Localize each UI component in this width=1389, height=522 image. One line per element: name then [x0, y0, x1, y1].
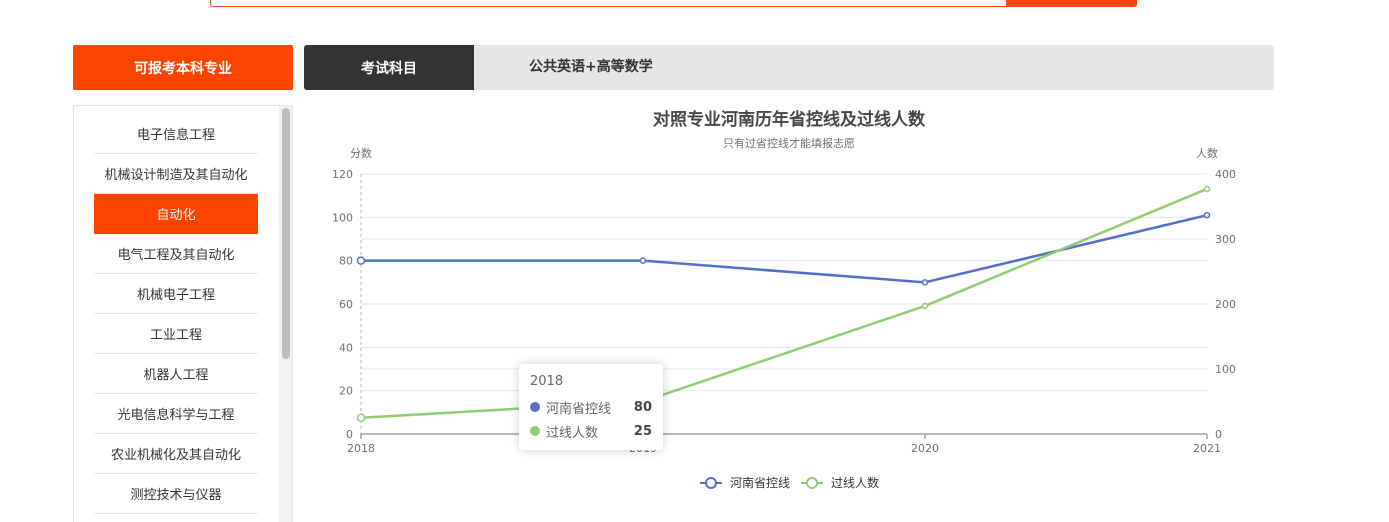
sidebar-scroll-thumb[interactable] [282, 108, 290, 359]
tab-exam-subject[interactable]: 考试科目 [304, 45, 474, 90]
y-left-tick-label: 80 [339, 255, 353, 268]
exam-subject-value: 公共英语+高等数学 [529, 59, 653, 75]
x-tick-label: 2020 [911, 442, 939, 455]
tooltip-series-name: 河南省控线 [546, 401, 612, 417]
sidebar-item[interactable]: 电子信息工程 [94, 114, 258, 154]
tooltip-series-value: 80 [633, 399, 652, 415]
y-right-tick-label: 200 [1215, 298, 1236, 311]
x-tick-label: 2021 [1193, 442, 1221, 455]
sidebar-item[interactable]: 机械电子工程 [94, 274, 258, 314]
tooltip-row: 河南省控线 80 [530, 395, 652, 419]
y-right-tick-label: 400 [1215, 168, 1236, 181]
y-right-tick-label: 100 [1215, 363, 1236, 376]
sidebar-item[interactable]: 机械设计制造及其自动化 [94, 154, 258, 194]
y-right-axis-label: 人数 [1196, 147, 1218, 160]
sidebar-item[interactable]: 工业工程 [94, 314, 258, 354]
data-point [639, 257, 647, 264]
tooltip-row: 过线人数 25 [530, 419, 652, 443]
y-left-tick-label: 120 [332, 168, 353, 181]
tooltip-series-name: 过线人数 [546, 425, 599, 441]
data-point [356, 413, 366, 422]
x-tick-label: 2018 [347, 442, 375, 455]
data-point [1203, 185, 1211, 193]
y-left-tick-label: 0 [346, 428, 353, 441]
major-list: 电子信息工程 机械设计制造及其自动化 自动化 电气工程及其自动化 机械电子工程 工业工程机… [94, 114, 258, 514]
data-point [921, 302, 929, 310]
sidebar-item[interactable]: 农业机械化及其自动化 [94, 434, 258, 474]
y-left-tick-label: 60 [339, 298, 353, 311]
legend-marker [705, 477, 717, 489]
sidebar-item[interactable]: 自动化 [94, 194, 258, 234]
legend-label: 过线人数 [831, 475, 879, 490]
y-left-tick-label: 100 [332, 211, 353, 224]
tooltip-series-dot [530, 402, 540, 412]
sidebar-item[interactable]: 电气工程及其自动化 [94, 234, 258, 274]
sidebar-item[interactable]: 机器人工程 [94, 354, 258, 394]
y-right-tick-label: 300 [1215, 233, 1236, 246]
sidebar-item[interactable]: 光电信息科学与工程 [94, 394, 258, 434]
data-point [356, 256, 366, 265]
tooltip-title: 2018 [530, 374, 564, 389]
subject-tabbar: 考试科目 公共英语+高等数学 [304, 45, 1274, 90]
sidebar-item[interactable]: 测控技术与仪器 [94, 474, 258, 514]
legend-label: 河南省控线 [730, 475, 790, 490]
y-left-axis-label: 分数 [350, 147, 372, 160]
series-line [361, 213, 1208, 284]
major-sidebar: 电子信息工程 机械设计制造及其自动化 自动化 电气工程及其自动化 机械电子工程 工业工程机… [73, 105, 293, 522]
chart-tooltip: 2018 河南省控线 80 过线人数 25 [519, 364, 663, 450]
tooltip-series-dot [530, 426, 540, 436]
data-point [921, 279, 929, 286]
tooltip-series-value: 25 [633, 423, 652, 439]
chart-subtitle: 只有过省控线才能填报志愿 [723, 136, 855, 150]
series-line [360, 187, 1208, 419]
chart-title: 对照专业河南历年省控线及过线人数 [653, 109, 926, 130]
y-left-tick-label: 40 [339, 341, 353, 354]
major-list-header: 可报考本科专业 [73, 45, 293, 90]
search-input[interactable] [210, 0, 1137, 7]
y-left-tick-label: 20 [339, 385, 353, 398]
y-right-tick-label: 0 [1215, 428, 1222, 441]
search-button[interactable] [1006, 0, 1137, 7]
legend-marker [806, 477, 818, 489]
data-point [1203, 211, 1211, 219]
